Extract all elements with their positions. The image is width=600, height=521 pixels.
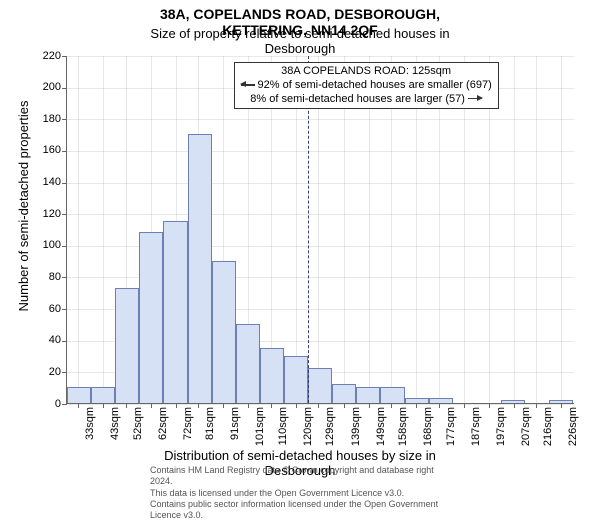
x-tick-mark bbox=[271, 403, 272, 408]
copyright-line-2: This data is licensed under the Open Gov… bbox=[150, 488, 450, 499]
x-tick-mark bbox=[176, 403, 177, 408]
grid-line-horizontal bbox=[67, 56, 574, 57]
x-tick-label: 197sqm bbox=[495, 407, 507, 453]
y-tick-label: 0 bbox=[55, 398, 67, 410]
chart-figure: 38A, COPELANDS ROAD, DESBOROUGH, KETTERI… bbox=[0, 0, 600, 500]
x-tick-mark bbox=[489, 403, 490, 408]
chart-subtitle: Size of property relative to semi-detach… bbox=[150, 26, 450, 56]
copyright-line-3: Contains public sector information licen… bbox=[150, 499, 450, 521]
y-tick-label: 220 bbox=[43, 50, 67, 62]
copyright-notice: Contains HM Land Registry data © Crown c… bbox=[150, 465, 450, 521]
histogram-bar bbox=[236, 324, 260, 403]
x-tick-label: 139sqm bbox=[350, 407, 362, 453]
x-tick-mark bbox=[369, 403, 370, 408]
histogram-bar bbox=[67, 387, 91, 403]
x-tick-label: 43sqm bbox=[109, 407, 121, 453]
x-tick-mark bbox=[416, 403, 417, 408]
copyright-line-1: Contains HM Land Registry data © Crown c… bbox=[150, 465, 450, 488]
histogram-bar bbox=[284, 356, 308, 403]
histogram-bar bbox=[380, 387, 404, 403]
histogram-bar bbox=[501, 400, 525, 403]
x-tick-label: 52sqm bbox=[132, 407, 144, 453]
x-tick-label: 158sqm bbox=[397, 407, 409, 453]
arrow-right-icon bbox=[468, 98, 482, 100]
x-tick-label: 207sqm bbox=[520, 407, 532, 453]
y-tick-label: 160 bbox=[43, 144, 67, 156]
annotation-line-3: 8% of semi-detached houses are larger (5… bbox=[241, 93, 492, 107]
x-tick-mark bbox=[514, 403, 515, 408]
y-tick-label: 180 bbox=[43, 113, 67, 125]
annotation-text: 8% of semi-detached houses are larger (5… bbox=[250, 93, 468, 105]
grid-line-horizontal bbox=[67, 183, 574, 184]
histogram-bar bbox=[332, 384, 356, 403]
x-tick-mark bbox=[223, 403, 224, 408]
histogram-bar bbox=[212, 261, 236, 403]
grid-line-horizontal bbox=[67, 404, 574, 405]
y-axis-label: Number of semi-detached properties bbox=[16, 32, 31, 380]
y-tick-label: 60 bbox=[49, 303, 67, 315]
grid-line-vertical bbox=[561, 56, 562, 403]
x-tick-mark bbox=[248, 403, 249, 408]
x-tick-mark bbox=[561, 403, 562, 408]
histogram-bar bbox=[188, 134, 212, 403]
grid-line-vertical bbox=[514, 56, 515, 403]
histogram-bar bbox=[115, 288, 139, 403]
x-tick-mark bbox=[198, 403, 199, 408]
grid-line-vertical bbox=[103, 56, 104, 403]
y-tick-label: 100 bbox=[43, 239, 67, 251]
x-tick-label: 129sqm bbox=[324, 407, 336, 453]
x-tick-label: 177sqm bbox=[445, 407, 457, 453]
x-tick-label: 216sqm bbox=[542, 407, 554, 453]
histogram-bar bbox=[163, 221, 187, 403]
y-tick-label: 80 bbox=[49, 271, 67, 283]
x-tick-mark bbox=[151, 403, 152, 408]
histogram-bar bbox=[139, 232, 163, 403]
x-tick-mark bbox=[126, 403, 127, 408]
histogram-bar bbox=[356, 387, 380, 403]
grid-line-horizontal bbox=[67, 214, 574, 215]
x-tick-label: 168sqm bbox=[422, 407, 434, 453]
x-tick-label: 72sqm bbox=[182, 407, 194, 453]
grid-line-vertical bbox=[536, 56, 537, 403]
x-tick-mark bbox=[296, 403, 297, 408]
y-tick-label: 120 bbox=[43, 208, 67, 220]
annotation-line-1: 38A COPELANDS ROAD: 125sqm bbox=[241, 65, 492, 79]
histogram-bar bbox=[549, 400, 573, 403]
x-tick-label: 120sqm bbox=[302, 407, 314, 453]
x-tick-label: 187sqm bbox=[470, 407, 482, 453]
x-tick-mark bbox=[318, 403, 319, 408]
x-tick-label: 81sqm bbox=[204, 407, 216, 453]
y-tick-label: 140 bbox=[43, 176, 67, 188]
x-tick-label: 33sqm bbox=[84, 407, 96, 453]
annotation-text: 92% of semi-detached houses are smaller … bbox=[255, 79, 492, 91]
grid-line-horizontal bbox=[67, 119, 574, 120]
x-tick-label: 91sqm bbox=[229, 407, 241, 453]
grid-line-vertical bbox=[78, 56, 79, 403]
x-tick-label: 226sqm bbox=[567, 407, 579, 453]
grid-line-horizontal bbox=[67, 151, 574, 152]
x-tick-mark bbox=[391, 403, 392, 408]
x-tick-mark bbox=[536, 403, 537, 408]
x-tick-label: 110sqm bbox=[277, 407, 289, 453]
histogram-bar bbox=[308, 368, 332, 403]
x-tick-mark bbox=[464, 403, 465, 408]
x-tick-mark bbox=[439, 403, 440, 408]
x-tick-label: 101sqm bbox=[254, 407, 266, 453]
x-tick-mark bbox=[344, 403, 345, 408]
arrow-left-icon bbox=[241, 84, 255, 86]
x-tick-mark bbox=[78, 403, 79, 408]
histogram-bar bbox=[91, 387, 115, 403]
histogram-bar bbox=[260, 348, 284, 403]
annotation-line-2: 92% of semi-detached houses are smaller … bbox=[241, 79, 492, 93]
y-tick-label: 200 bbox=[43, 81, 67, 93]
x-tick-label: 149sqm bbox=[375, 407, 387, 453]
y-tick-label: 40 bbox=[49, 334, 67, 346]
y-tick-label: 20 bbox=[49, 366, 67, 378]
histogram-bar bbox=[405, 398, 429, 403]
histogram-bar bbox=[429, 398, 453, 403]
annotation-box: 38A COPELANDS ROAD: 125sqm 92% of semi-d… bbox=[234, 62, 499, 109]
x-tick-label: 62sqm bbox=[157, 407, 169, 453]
x-tick-mark bbox=[103, 403, 104, 408]
